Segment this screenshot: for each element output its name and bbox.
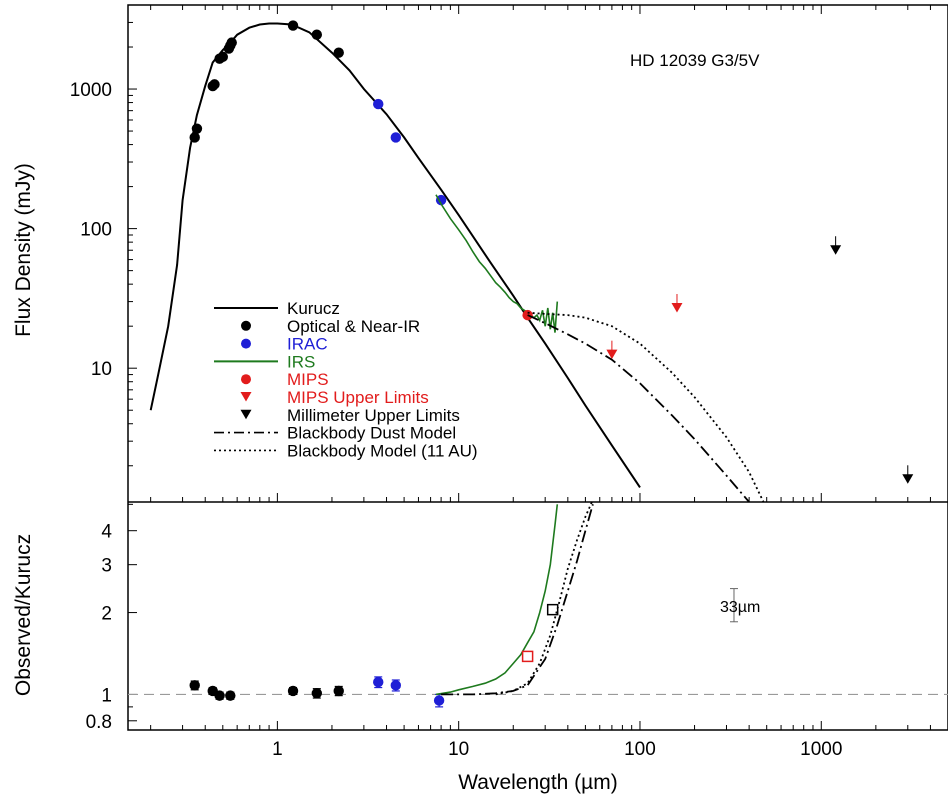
bottom-y-tick-label: 4 <box>101 522 112 543</box>
top-panel-series <box>149 20 914 502</box>
legend-blackbody-model-11-au-label: Blackbody Model (11 AU) <box>287 441 478 460</box>
legend-millimeter-upper-limits-swatch <box>240 409 252 420</box>
top-irac-point <box>373 98 384 110</box>
top-blackbody-model-11-au-line <box>527 311 765 502</box>
top-optical-near-ir-point <box>226 37 237 48</box>
top-mips-upper-limits-marker <box>606 349 618 360</box>
top-y-axis-label: Flux Density (mJy) <box>12 163 35 337</box>
top-irs-line <box>435 194 559 333</box>
axes-text: 1 10 100 1000 10 100 1000 0.8 1 2 3 4 <box>70 80 843 760</box>
top-y-tick-label: 10 <box>91 359 112 380</box>
top-optical-near-ir-point <box>287 20 299 31</box>
top-optical-near-ir-point <box>311 29 323 40</box>
top-optical-near-ir-point <box>209 79 220 90</box>
top-y-tick-label: 100 <box>80 220 112 241</box>
legend-irac-label: IRAC <box>287 335 328 354</box>
bottom-panel-series <box>128 502 948 708</box>
plot-frame <box>127 4 948 731</box>
bottom-optical-near-ir-point <box>214 690 225 701</box>
bottom-irac-point <box>390 680 402 691</box>
top-y-tick-label: 1000 <box>70 80 112 101</box>
bottom-optical-near-ir-point <box>189 680 200 691</box>
x-tick-label: 10 <box>448 739 469 760</box>
top-optical-near-ir-point <box>333 47 344 58</box>
top-millimeter-upper-limits-marker <box>830 245 842 255</box>
bottom-y-tick-label: 2 <box>101 604 112 625</box>
bottom-mips-marker <box>521 650 534 663</box>
legend-millimeter-upper-limits-label: Millimeter Upper Limits <box>287 406 460 425</box>
plot-border <box>127 4 948 731</box>
bottom-y-tick-label: 3 <box>101 556 112 577</box>
top-irac-point <box>435 194 447 206</box>
x-axis-label: Wavelength (µm) <box>458 771 618 794</box>
chart-title: HD 12039 G3/5V <box>630 51 760 70</box>
bottom-optical-near-ir-point <box>333 685 344 697</box>
legend-optical-near-ir-label: Optical & Near-IR <box>287 317 420 336</box>
bottom-y-tick-label: 1 <box>101 685 112 706</box>
top-millimeter-upper-limits-marker <box>902 474 914 484</box>
legend-mips-swatch <box>241 374 251 385</box>
top-optical-near-ir-point <box>191 123 203 134</box>
x-tick-label: 1000 <box>800 739 842 760</box>
bottom-y-tick-label: 0.8 <box>86 712 112 733</box>
top-optical-near-ir-point <box>217 51 228 63</box>
top-mips-upper-limits-marker <box>671 302 683 313</box>
legend-optical-near-ir-swatch <box>241 320 251 331</box>
bottom-optical-near-ir-point <box>287 685 299 697</box>
bottom-optical-near-ir-point <box>225 690 236 701</box>
bottom-y-axis-label: Observed/Kurucz <box>12 534 35 696</box>
annotation-33um: 33µm <box>720 599 760 616</box>
bottom-irac-point <box>373 676 384 688</box>
legend-blackbody-dust-model-label: Blackbody Dust Model <box>287 424 456 443</box>
x-tick-label: 1 <box>272 739 283 760</box>
bottom-irs-line <box>435 504 559 696</box>
bottom-33-m-marker <box>546 603 559 616</box>
x-tick-label: 100 <box>624 739 656 760</box>
bottom-irac-point <box>433 695 445 706</box>
bottom-blackbody-dust-model-line <box>441 504 594 696</box>
legend-mips-upper-limits-label: MIPS Upper Limits <box>287 388 429 407</box>
bottom-blackbody-model-11-au-line <box>495 502 593 696</box>
legend-mips-label: MIPS <box>287 370 329 389</box>
bottom-optical-near-ir-point <box>311 688 323 699</box>
top-irac-point <box>390 132 402 143</box>
legend-kurucz-label: Kurucz <box>287 299 340 318</box>
legend-irac-swatch <box>241 338 251 349</box>
legend-irs-label: IRS <box>287 352 315 371</box>
top-blackbody-dust-model-line <box>527 314 750 502</box>
legend-mips-upper-limits-swatch <box>240 392 252 402</box>
top-optical-near-ir-point <box>189 132 200 143</box>
